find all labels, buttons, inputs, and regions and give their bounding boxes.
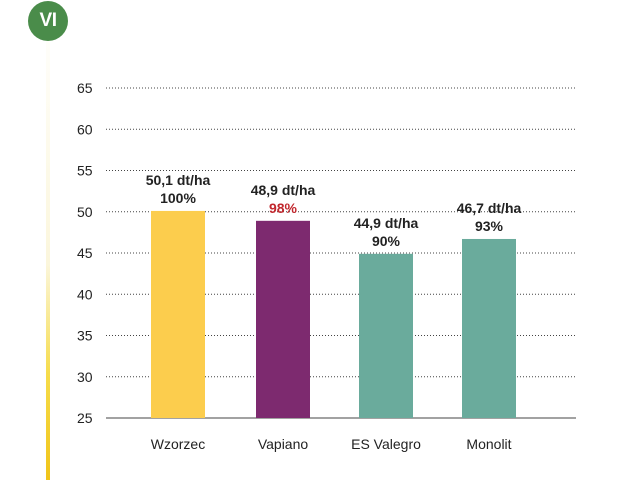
y-tick-label: 65 [77,80,93,96]
y-tick-label: 55 [77,163,93,179]
section-badge: VI [28,1,68,41]
y-tick-label: 30 [77,369,93,385]
category-label: Wzorzec [151,436,205,452]
percent-label: 98% [269,200,298,216]
y-axis-ticks: 25 30 35 40 45 50 55 60 65 [77,80,93,426]
category-label: Monolit [466,436,511,452]
data-labels: 50,1 dt/ha 100% 48,9 dt/ha 98% 44,9 dt/ha 90%… [146,172,522,249]
value-label: 44,9 dt/ha [354,215,419,231]
category-label: ES Valegro [351,436,421,452]
y-tick-label: 40 [77,286,93,302]
bar [151,210,205,418]
y-tick-label: 35 [77,328,93,344]
y-tick-label: 50 [77,204,93,220]
bar [256,220,310,418]
value-label: 46,7 dt/ha [457,200,522,216]
y-tick-label: 60 [77,121,93,137]
y-tick-label: 25 [77,410,93,426]
category-label: Vapiano [258,436,309,452]
value-label: 50,1 dt/ha [146,172,211,188]
percent-label: 90% [372,233,401,249]
value-label: 48,9 dt/ha [251,182,316,198]
bar [359,253,413,418]
y-tick-label: 45 [77,245,93,261]
percent-label: 93% [475,218,504,234]
percent-label: 100% [160,190,196,206]
bars [151,210,516,418]
bar [462,238,516,418]
left-accent-stripe [46,0,50,480]
x-axis-categories: Wzorzec Vapiano ES Valegro Monolit [151,436,512,452]
